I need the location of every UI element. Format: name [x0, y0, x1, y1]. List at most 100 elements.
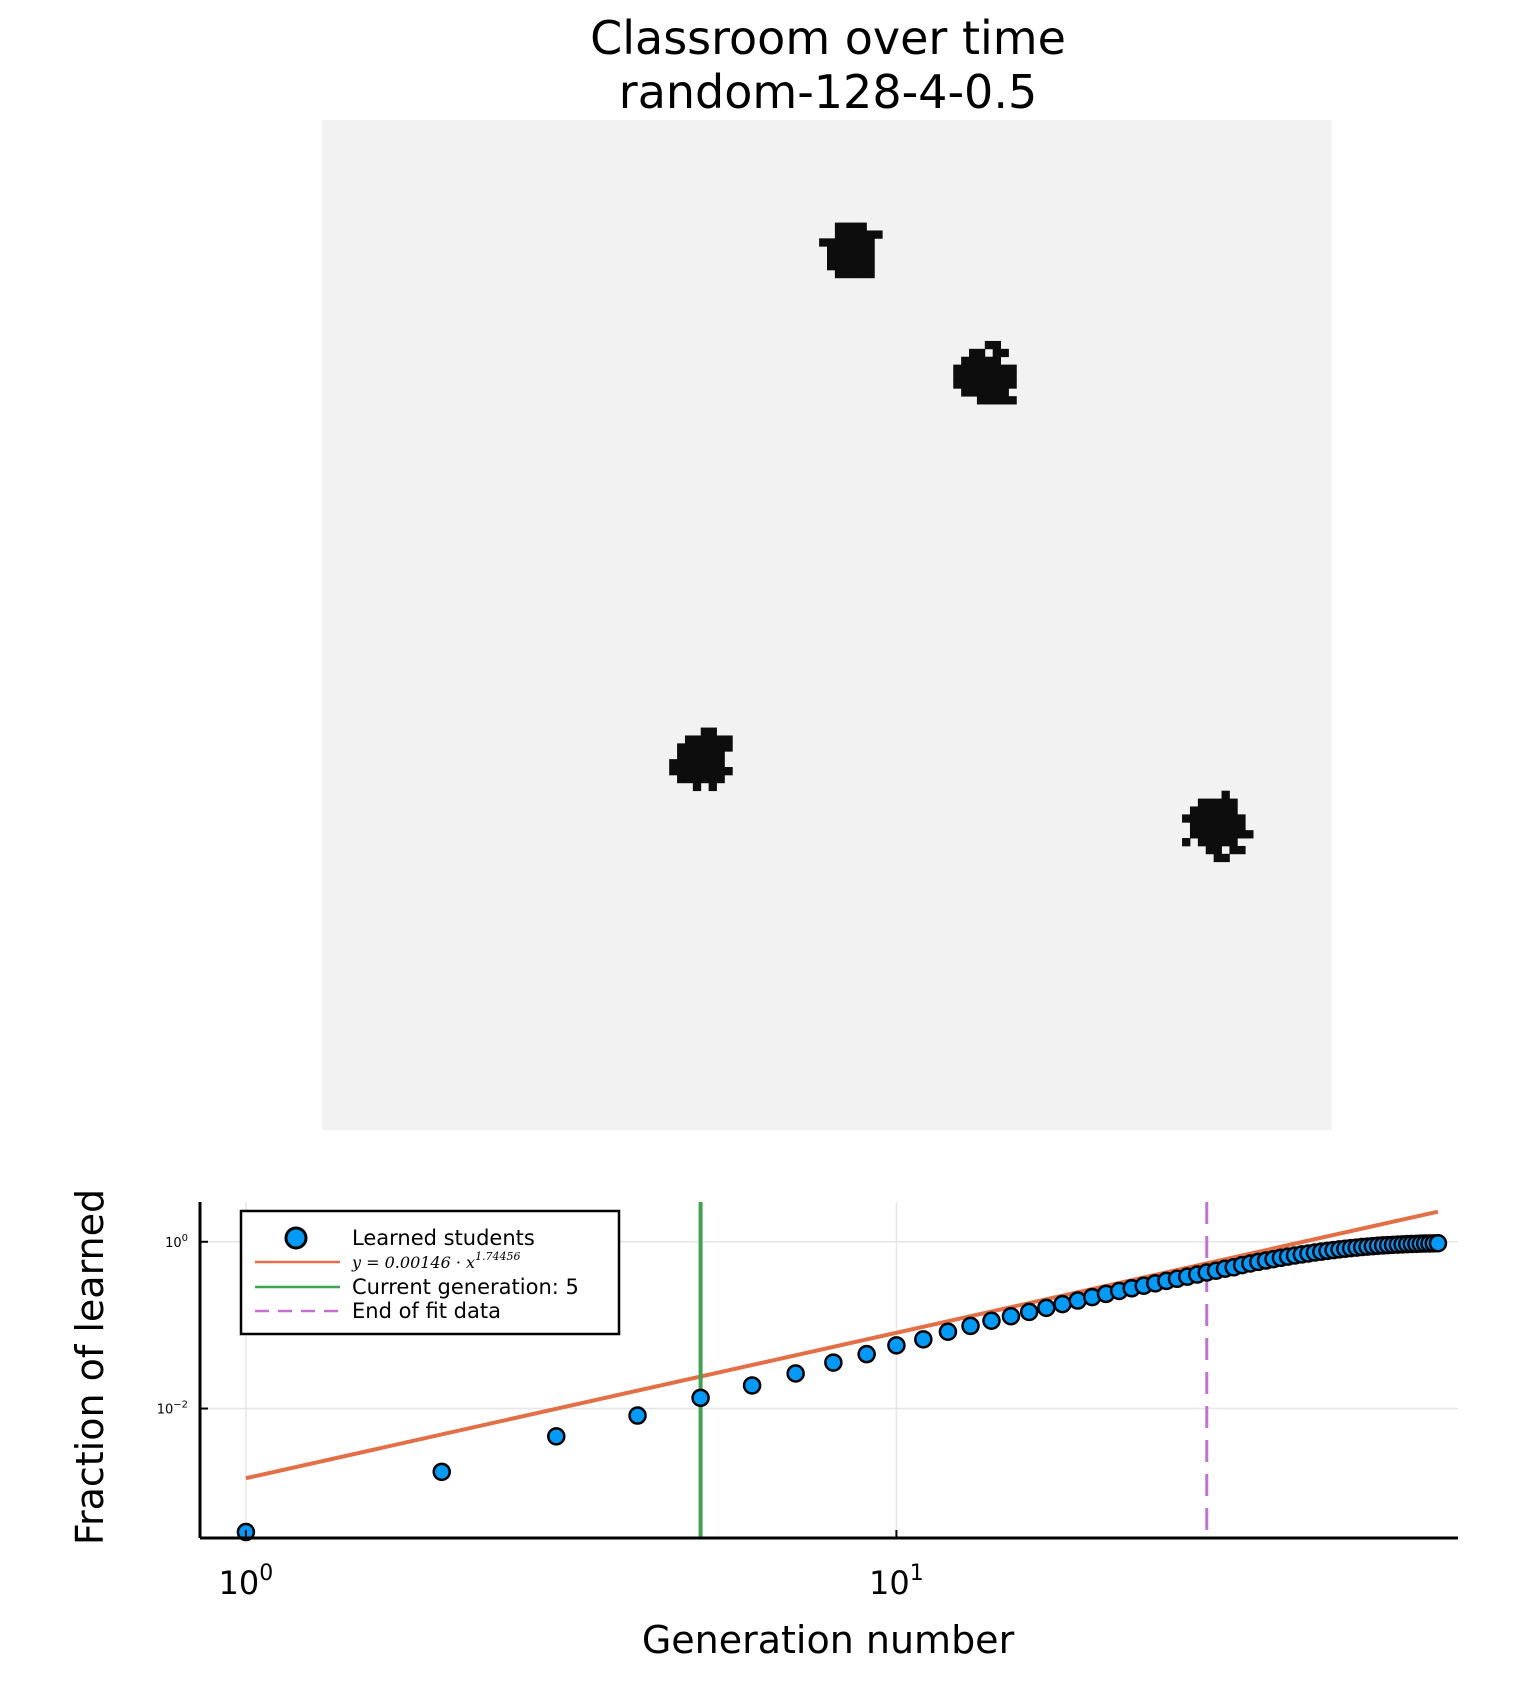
learned-cell — [1213, 806, 1222, 815]
learned-cell — [984, 340, 994, 350]
learned-cell — [842, 238, 852, 247]
learned-cell — [684, 751, 694, 760]
learned-cell — [708, 759, 717, 768]
learned-cell — [1189, 830, 1199, 839]
learned-cell — [1221, 814, 1230, 823]
learned-cell — [677, 759, 686, 768]
learned-cell — [669, 759, 678, 768]
chart-title-line-1: Classroom over time — [590, 11, 1066, 65]
data-point — [857, 1344, 876, 1364]
learned-cell — [976, 372, 986, 381]
learned-cell — [684, 735, 694, 744]
learned-cell — [1000, 372, 1009, 381]
learned-cell — [984, 356, 994, 366]
learned-cell — [1237, 830, 1246, 839]
learned-cell — [976, 388, 986, 397]
fit-line — [245, 1209, 1439, 1481]
learned-cell — [1229, 830, 1238, 839]
learned-cell — [866, 238, 875, 247]
learned-cell — [700, 774, 710, 784]
legend-label-fit-line: y = 0.00146 · x1.74456 — [351, 1250, 521, 1272]
data-point — [1019, 1302, 1039, 1322]
learned-cell — [858, 254, 867, 263]
learned-cell — [1221, 830, 1230, 839]
learned-cell — [692, 759, 702, 768]
learned-cell — [984, 364, 994, 373]
learned-cell — [708, 774, 717, 784]
learned-cell — [684, 743, 694, 752]
data-point — [961, 1316, 980, 1336]
learned-cell — [708, 743, 717, 752]
learned-cell — [716, 767, 725, 776]
learned-cell — [1229, 822, 1238, 831]
learned-cell — [850, 222, 859, 231]
plot-ticks: 100 101 100 10−2 — [157, 1233, 924, 1602]
learned-cell — [1229, 838, 1238, 847]
learned-cell — [858, 262, 867, 271]
learned-cell — [677, 774, 686, 784]
learned-cell — [1213, 845, 1222, 855]
learned-cell — [700, 735, 710, 744]
learned-cell — [858, 238, 867, 247]
learned-cell — [716, 759, 725, 768]
learned-cell — [1237, 814, 1246, 823]
learned-cell — [1197, 830, 1207, 839]
fraction-plot: 100 101 100 10−2 Generation number Fraction… — [68, 1189, 1458, 1662]
plot-series — [236, 1202, 1448, 1542]
learned-cell — [850, 246, 859, 255]
learned-cell — [866, 254, 875, 263]
learned-cell — [984, 380, 994, 389]
learned-cell — [1000, 348, 1009, 358]
x-axis-label: Generation number — [642, 1618, 1015, 1662]
learned-cell — [842, 222, 852, 231]
data-point — [1053, 1294, 1072, 1314]
learned-cell — [692, 782, 702, 792]
learned-cell — [858, 246, 867, 255]
heatmap-learned-cells — [669, 222, 1254, 863]
learned-cell — [866, 262, 875, 271]
learned-cell — [827, 262, 836, 271]
learned-cell — [992, 396, 1001, 405]
learned-cell — [858, 230, 867, 239]
data-point — [938, 1322, 958, 1341]
legend-label-learned-students: Learned students — [352, 1226, 535, 1250]
learned-cell — [827, 238, 836, 247]
learned-cell — [992, 372, 1001, 381]
learned-cell — [700, 767, 710, 776]
learned-cell — [1205, 814, 1215, 823]
learned-cell — [969, 348, 978, 358]
learned-cell — [992, 348, 1001, 358]
learned-cell — [866, 246, 875, 255]
learned-cell — [976, 396, 986, 405]
learned-cell — [677, 743, 686, 752]
learned-cell — [1205, 838, 1215, 847]
learned-cell — [708, 767, 717, 776]
data-point — [786, 1364, 805, 1383]
y-tick-label: 10−2 — [157, 1400, 188, 1418]
learned-cell — [1182, 838, 1191, 847]
learned-cell — [850, 230, 859, 239]
learned-cell — [834, 230, 844, 239]
learned-cell — [1237, 822, 1246, 831]
learned-cell — [677, 767, 686, 776]
learned-cell — [716, 735, 725, 744]
learned-cell — [834, 246, 844, 255]
learned-cell — [976, 364, 986, 373]
learned-cell — [850, 262, 859, 271]
legend-marker-learned-students — [284, 1226, 308, 1250]
learned-cell — [708, 751, 717, 760]
learned-cell — [953, 372, 962, 381]
learned-cell — [1221, 790, 1230, 799]
learned-cell — [700, 727, 710, 736]
learned-cell — [1189, 814, 1199, 823]
learned-cell — [1221, 806, 1230, 815]
learned-cell — [992, 364, 1001, 373]
learned-cell — [992, 380, 1001, 389]
learned-cell — [834, 222, 844, 231]
learned-cell — [684, 774, 694, 784]
learned-cell — [1229, 806, 1238, 815]
learned-cell — [1182, 814, 1191, 823]
legend-label-end-of-fit: End of fit data — [352, 1299, 501, 1323]
learned-cell — [953, 380, 962, 389]
